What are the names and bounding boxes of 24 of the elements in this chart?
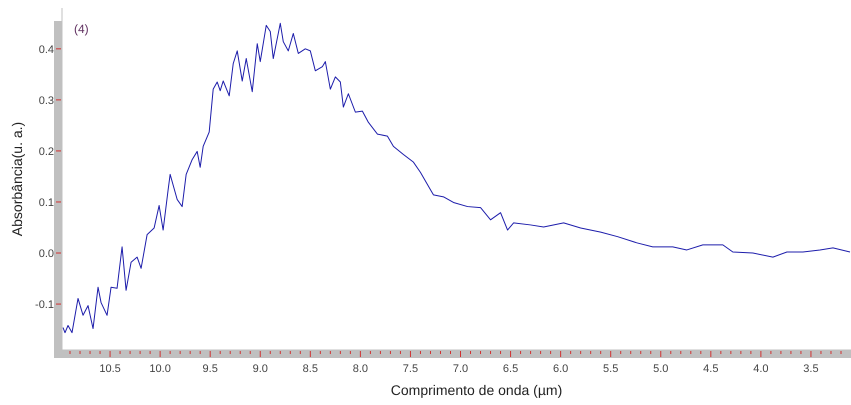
x-tick-label: 9.0 [252,363,268,375]
x-tick-label: 3.5 [803,363,819,375]
y-tick-label: 0.2 [38,146,54,158]
x-tick-label: 10.5 [99,363,121,375]
x-tick-label: 8.0 [352,363,368,375]
y-tick-label: -0.1 [35,299,54,312]
x-tick-label: 10.0 [149,363,171,375]
x-tick-label: 7.0 [452,363,468,375]
x-tick-label: 6.5 [502,363,518,375]
x-tick-label: 5.0 [653,363,668,375]
x-axis-title: Comprimento de onda (µm) [390,382,562,398]
annotation: (4) [74,22,89,36]
x-tick-label: 7.5 [402,363,418,375]
y-tick-label: 0.0 [38,248,54,260]
x-tick-label: 9.5 [202,363,218,375]
x-tick-label: 6.0 [552,363,568,375]
x-tick-label: 8.5 [302,363,318,375]
y-tick-label: 0.4 [38,44,54,56]
x-tick-label: 5.5 [603,363,618,375]
y-tick-label: 0.1 [38,196,54,209]
y-axis-title: Absorbância(u. a.) [9,122,25,236]
x-tick-label: 4.0 [753,363,769,375]
y-tick-label: 0.3 [38,94,54,107]
x-tick-label: 4.5 [703,363,718,375]
